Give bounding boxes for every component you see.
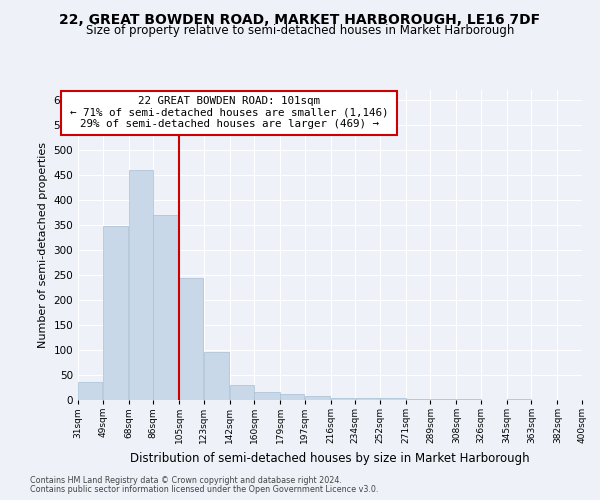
X-axis label: Distribution of semi-detached houses by size in Market Harborough: Distribution of semi-detached houses by … bbox=[130, 452, 530, 464]
Bar bbox=[230, 385, 254, 400]
Text: 22 GREAT BOWDEN ROAD: 101sqm  
← 71% of semi-detached houses are smaller (1,146): 22 GREAT BOWDEN ROAD: 101sqm ← 71% of se… bbox=[67, 96, 392, 130]
Bar bbox=[254, 392, 280, 400]
Text: Size of property relative to semi-detached houses in Market Harborough: Size of property relative to semi-detach… bbox=[86, 24, 514, 37]
Bar bbox=[78, 382, 103, 400]
Bar bbox=[103, 226, 128, 400]
Y-axis label: Number of semi-detached properties: Number of semi-detached properties bbox=[38, 142, 48, 348]
Bar bbox=[129, 170, 153, 400]
Bar bbox=[457, 399, 481, 400]
Bar bbox=[154, 215, 179, 400]
Bar bbox=[380, 398, 406, 400]
Bar bbox=[507, 399, 531, 400]
Bar bbox=[406, 398, 430, 400]
Bar bbox=[356, 398, 380, 400]
Bar bbox=[305, 396, 331, 400]
Text: Contains public sector information licensed under the Open Government Licence v3: Contains public sector information licen… bbox=[30, 485, 379, 494]
Text: Contains HM Land Registry data © Crown copyright and database right 2024.: Contains HM Land Registry data © Crown c… bbox=[30, 476, 342, 485]
Bar bbox=[204, 352, 229, 400]
Bar bbox=[431, 399, 456, 400]
Text: 22, GREAT BOWDEN ROAD, MARKET HARBOROUGH, LE16 7DF: 22, GREAT BOWDEN ROAD, MARKET HARBOROUGH… bbox=[59, 12, 541, 26]
Bar bbox=[179, 278, 203, 400]
Bar bbox=[280, 394, 304, 400]
Bar bbox=[331, 398, 355, 400]
